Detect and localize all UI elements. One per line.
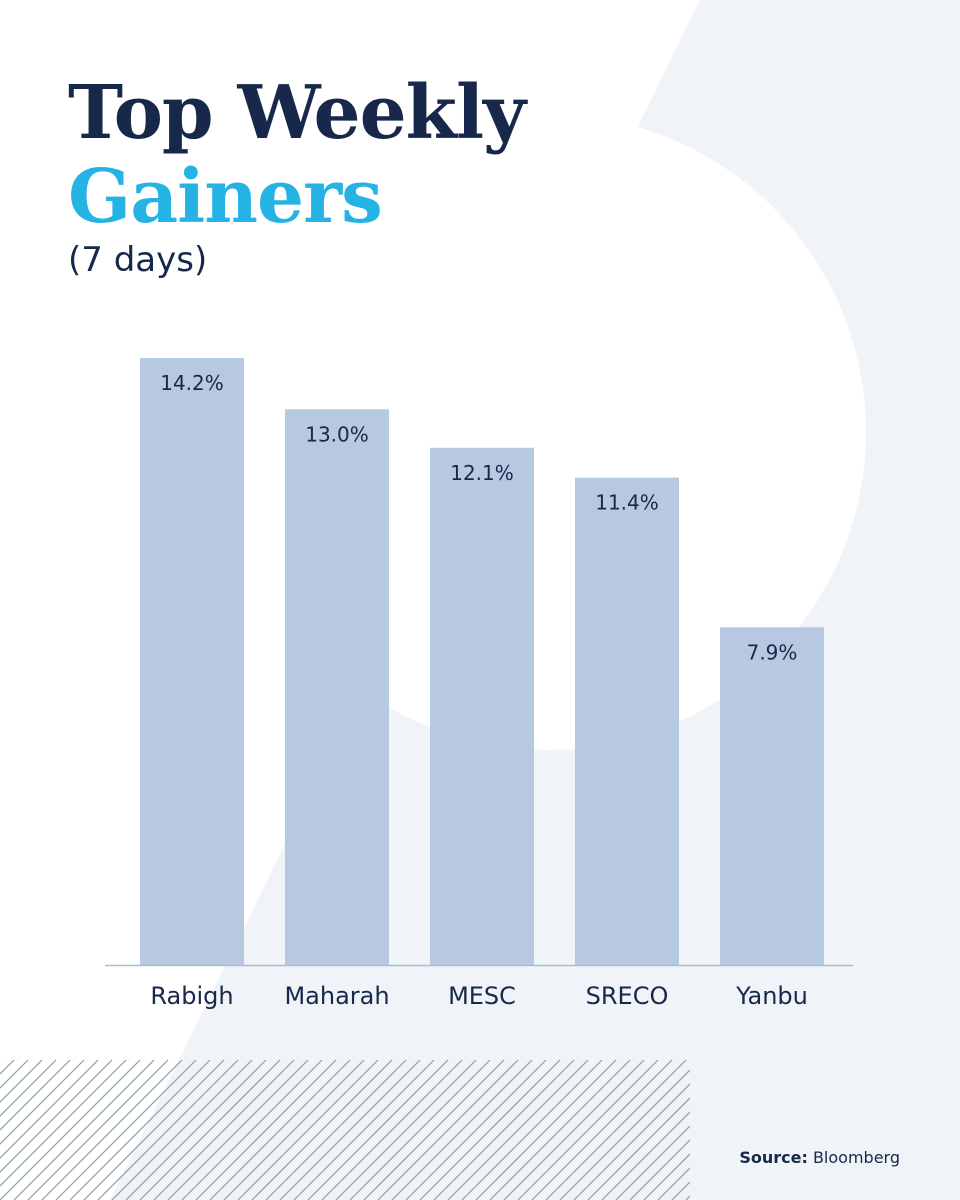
- hatch-line: [447, 1060, 589, 1200]
- hatch-line: [279, 1060, 421, 1200]
- hatch-line: [0, 1060, 43, 1103]
- hatch-line: [0, 1060, 71, 1131]
- hatch-line: [209, 1060, 351, 1200]
- hatch-line: [125, 1060, 267, 1200]
- hatch-line: [293, 1060, 435, 1200]
- source-label: Source:: [739, 1148, 808, 1167]
- hatch-line: [629, 1139, 690, 1200]
- hatch-line: [223, 1060, 365, 1200]
- hatch-line: [0, 1060, 85, 1145]
- hatch-line: [461, 1060, 603, 1200]
- data-label: 11.4%: [595, 491, 659, 515]
- hatch-line: [559, 1069, 690, 1200]
- hatch-line: [531, 1060, 673, 1200]
- hatch-line: [545, 1060, 687, 1200]
- hatch-line: [587, 1097, 690, 1200]
- hatch-line: [475, 1060, 617, 1200]
- hatch-line: [69, 1060, 211, 1200]
- hatch-line: [335, 1060, 477, 1200]
- hatch-line: [41, 1060, 183, 1200]
- hatch-line: [349, 1060, 491, 1200]
- hatch-line: [0, 1060, 29, 1089]
- hatch-line: [601, 1111, 690, 1200]
- hatch-line: [13, 1060, 155, 1200]
- hatch-line: [0, 1060, 57, 1117]
- data-label: 12.1%: [450, 461, 514, 485]
- bar-yanbu: [720, 627, 824, 965]
- hatch-line: [237, 1060, 379, 1200]
- hatch-line: [433, 1060, 575, 1200]
- data-label: 14.2%: [160, 371, 224, 395]
- hatch-line: [573, 1083, 690, 1200]
- hatch-line: [391, 1060, 533, 1200]
- hatch-line: [307, 1060, 449, 1200]
- hatch-line: [83, 1060, 225, 1200]
- subtitle: (7 days): [68, 240, 208, 280]
- hatch-line: [377, 1060, 519, 1200]
- hatch-line: [0, 1060, 141, 1200]
- hatch-line: [0, 1060, 127, 1187]
- hatch-line: [321, 1060, 463, 1200]
- category-label: MESC: [448, 982, 516, 1010]
- category-label: Maharah: [284, 982, 389, 1010]
- category-label: Yanbu: [735, 982, 808, 1010]
- bar-mesc: [430, 447, 534, 966]
- hatch-line: [195, 1060, 337, 1200]
- source-value: Bloomberg: [812, 1148, 900, 1167]
- hatch-line: [503, 1060, 645, 1200]
- title-line-2: Gainers: [68, 154, 383, 240]
- hatch-line: [139, 1060, 281, 1200]
- hatch-line: [55, 1060, 197, 1200]
- hatch-line: [657, 1167, 690, 1200]
- hatch-pattern: [0, 1060, 690, 1200]
- hatch-line: [0, 1060, 99, 1159]
- category-label: SRECO: [586, 982, 669, 1010]
- hatch-line: [405, 1060, 547, 1200]
- bar-rabigh: [140, 358, 244, 965]
- hatch-line: [0, 1060, 113, 1173]
- hatch-line: [363, 1060, 505, 1200]
- category-label: Rabigh: [150, 982, 233, 1010]
- hatch-line: [27, 1060, 169, 1200]
- hatch-line: [517, 1060, 659, 1200]
- data-label: 7.9%: [747, 640, 798, 664]
- hatch-line: [111, 1060, 253, 1200]
- hatch-line: [97, 1060, 239, 1200]
- hatch-line: [153, 1060, 295, 1200]
- hatch-line: [265, 1060, 407, 1200]
- bar-sreco: [575, 477, 679, 965]
- title-line-1: Top Weekly: [68, 70, 526, 156]
- hatch-line: [181, 1060, 323, 1200]
- hatch-line: [643, 1153, 690, 1200]
- hatch-line: [489, 1060, 631, 1200]
- bar-maharah: [285, 409, 389, 965]
- hatch-line: [615, 1125, 690, 1200]
- hatch-line: [419, 1060, 561, 1200]
- source-note: Source: Bloomberg: [739, 1148, 900, 1167]
- data-label: 13.0%: [305, 422, 369, 446]
- hatch-line: [251, 1060, 393, 1200]
- hatch-line: [167, 1060, 309, 1200]
